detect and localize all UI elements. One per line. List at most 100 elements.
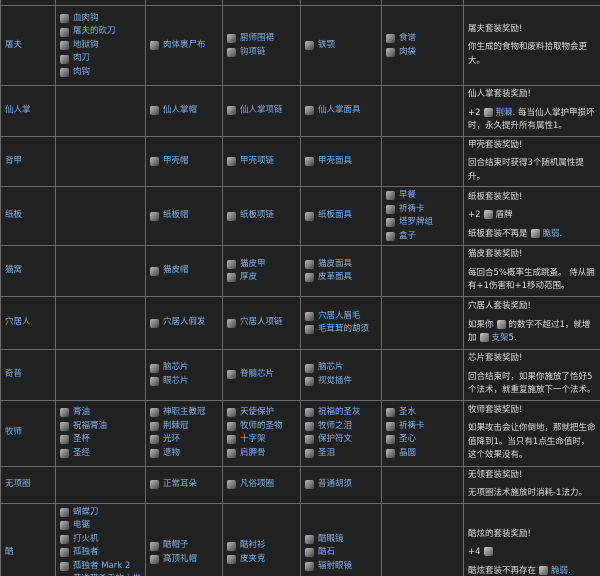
item-name[interactable]: 脑芯片: [318, 362, 344, 373]
item-name[interactable]: 正常耳朵: [163, 478, 198, 489]
item-link[interactable]: 塔罗牌组: [386, 216, 459, 230]
item-link[interactable]: 肩胛骨: [227, 447, 296, 461]
item-name[interactable]: 天使保护: [240, 407, 275, 417]
item-name[interactable]: 高顶礼帽: [163, 553, 198, 564]
item-name[interactable]: 甲壳面具: [318, 155, 353, 166]
item-name[interactable]: 保护符文: [318, 434, 353, 444]
item-link[interactable]: 神职主教冠: [150, 406, 218, 420]
item-name[interactable]: 铁颚: [318, 39, 336, 50]
keyword-link[interactable]: 支架: [491, 333, 509, 344]
item-link[interactable]: 仙人掌面具: [305, 104, 377, 118]
item-link[interactable]: 打火机: [60, 533, 141, 547]
item-link[interactable]: 食谱: [386, 32, 459, 46]
item-link[interactable]: 普通胡须: [305, 478, 377, 492]
item-name[interactable]: 荆棘冠: [163, 420, 189, 431]
item-name[interactable]: 眼芯片: [163, 375, 189, 386]
keyword-link[interactable]: 脆弱: [542, 228, 560, 239]
item-link[interactable]: 盒子: [386, 230, 459, 244]
item-link[interactable]: 酷帽子: [150, 539, 218, 553]
item-link[interactable]: 电锯: [60, 519, 141, 533]
item-link[interactable]: 酷眼镜: [305, 533, 377, 547]
item-link[interactable]: 穴居人假发: [150, 316, 218, 330]
item-link[interactable]: 甲壳面具: [305, 155, 377, 169]
item-name[interactable]: 仙人掌帽: [163, 105, 198, 115]
item-name[interactable]: 屠夫的砍刀: [73, 26, 116, 37]
item-name[interactable]: 穴居人假发: [163, 317, 206, 328]
item-name[interactable]: 肉刀: [73, 53, 91, 64]
item-link[interactable]: 圣心: [386, 433, 459, 447]
item-link[interactable]: 正常耳朵: [150, 478, 218, 492]
item-link[interactable]: 血肉钩: [60, 12, 141, 26]
item-link[interactable]: 祝福的圣灰: [305, 406, 377, 420]
item-name[interactable]: 甲壳帽: [163, 155, 189, 166]
keyword-link[interactable]: 脆弱: [551, 565, 569, 576]
item-link[interactable]: 黄道带杀手的六发左轮手枪: [60, 573, 141, 576]
item-name[interactable]: 肩胛骨: [240, 447, 266, 458]
item-link[interactable]: 晶圆: [386, 447, 459, 461]
item-name[interactable]: 圣杯: [73, 434, 91, 444]
item-name[interactable]: 肉钩: [73, 66, 91, 77]
item-link[interactable]: 铁颚: [305, 39, 377, 53]
item-link[interactable]: 牧师的圣物: [227, 420, 296, 434]
item-link[interactable]: 高顶礼帽: [150, 553, 218, 567]
item-link[interactable]: 酷石: [305, 546, 377, 560]
item-link[interactable]: 脑芯片: [305, 361, 377, 375]
item-name[interactable]: 圣经: [73, 447, 91, 458]
item-name[interactable]: 黄道带杀手的六发左轮手枪: [73, 573, 141, 576]
item-name[interactable]: 穴居人项链: [240, 317, 283, 328]
item-name[interactable]: 血肉钩: [73, 12, 99, 23]
item-name[interactable]: 打火机: [73, 533, 99, 544]
item-link[interactable]: 皮夹克: [227, 553, 296, 567]
item-link[interactable]: 屠夫的砍刀: [60, 25, 141, 39]
item-link[interactable]: 仙人掌项链: [227, 104, 296, 118]
item-name[interactable]: 牧师的圣物: [240, 420, 283, 431]
item-name[interactable]: 食谱: [399, 33, 417, 43]
item-link[interactable]: 蝴蝶刀: [60, 506, 141, 520]
item-link[interactable]: 圣经: [60, 447, 141, 461]
item-name[interactable]: 地狱钩: [73, 39, 99, 50]
item-name[interactable]: 圣水: [399, 407, 417, 417]
item-link[interactable]: 猫皮面具: [305, 258, 377, 272]
item-name[interactable]: 圣泪: [318, 447, 336, 458]
item-name[interactable]: 光环: [163, 434, 181, 444]
item-link[interactable]: 仙人掌帽: [150, 104, 218, 118]
item-name[interactable]: 晶圆: [399, 447, 417, 458]
item-link[interactable]: 脊髓芯片: [227, 368, 296, 382]
item-name[interactable]: 酷衬衫: [240, 540, 266, 551]
item-link[interactable]: 甲壳项链: [227, 155, 296, 169]
item-link[interactable]: 圣泪: [305, 447, 377, 461]
item-link[interactable]: 厚皮: [227, 271, 296, 285]
item-name[interactable]: 纸板面具: [318, 210, 353, 221]
item-name[interactable]: 遗物: [163, 447, 181, 458]
item-link[interactable]: 祈祷卡: [386, 420, 459, 434]
item-name[interactable]: 毛茸茸的胡须: [318, 324, 370, 334]
item-name[interactable]: 仙人掌项链: [240, 105, 283, 115]
item-name[interactable]: 祝福膏油: [73, 420, 108, 431]
item-link[interactable]: 光环: [150, 433, 218, 447]
item-name[interactable]: 穴居人眉毛: [318, 310, 361, 321]
item-link[interactable]: 祝福膏油: [60, 420, 141, 434]
item-link[interactable]: 地狱钩: [60, 39, 141, 53]
item-link[interactable]: 肉袋: [386, 46, 459, 60]
item-name[interactable]: 早餐: [399, 190, 417, 200]
item-link[interactable]: 穴居人项链: [227, 316, 296, 330]
item-name[interactable]: 凡俗项圈: [240, 478, 275, 489]
item-name[interactable]: 酷眼镜: [318, 533, 344, 544]
item-name[interactable]: 猫皮甲: [240, 258, 266, 269]
item-link[interactable]: 辐射眼镜: [305, 560, 377, 574]
item-name[interactable]: 纸板帽: [163, 210, 189, 221]
item-name[interactable]: 酷帽子: [163, 540, 189, 551]
item-link[interactable]: 纸板项链: [227, 209, 296, 223]
item-link[interactable]: 钩项链: [227, 46, 296, 60]
item-name[interactable]: 祝福的圣灰: [318, 407, 361, 417]
item-name[interactable]: 塔罗牌组: [399, 217, 434, 227]
item-name[interactable]: 钩项链: [240, 46, 266, 57]
item-link[interactable]: 纸板帽: [150, 209, 218, 223]
item-link[interactable]: 酷衬衫: [227, 539, 296, 553]
item-link[interactable]: 厨师围裙: [227, 32, 296, 46]
item-link[interactable]: 甲壳帽: [150, 155, 218, 169]
item-name[interactable]: 猫皮帽: [163, 265, 189, 276]
item-name[interactable]: 厚皮: [240, 272, 258, 282]
item-name[interactable]: 膏油: [73, 407, 91, 417]
item-name[interactable]: 皮革面具: [318, 272, 353, 282]
